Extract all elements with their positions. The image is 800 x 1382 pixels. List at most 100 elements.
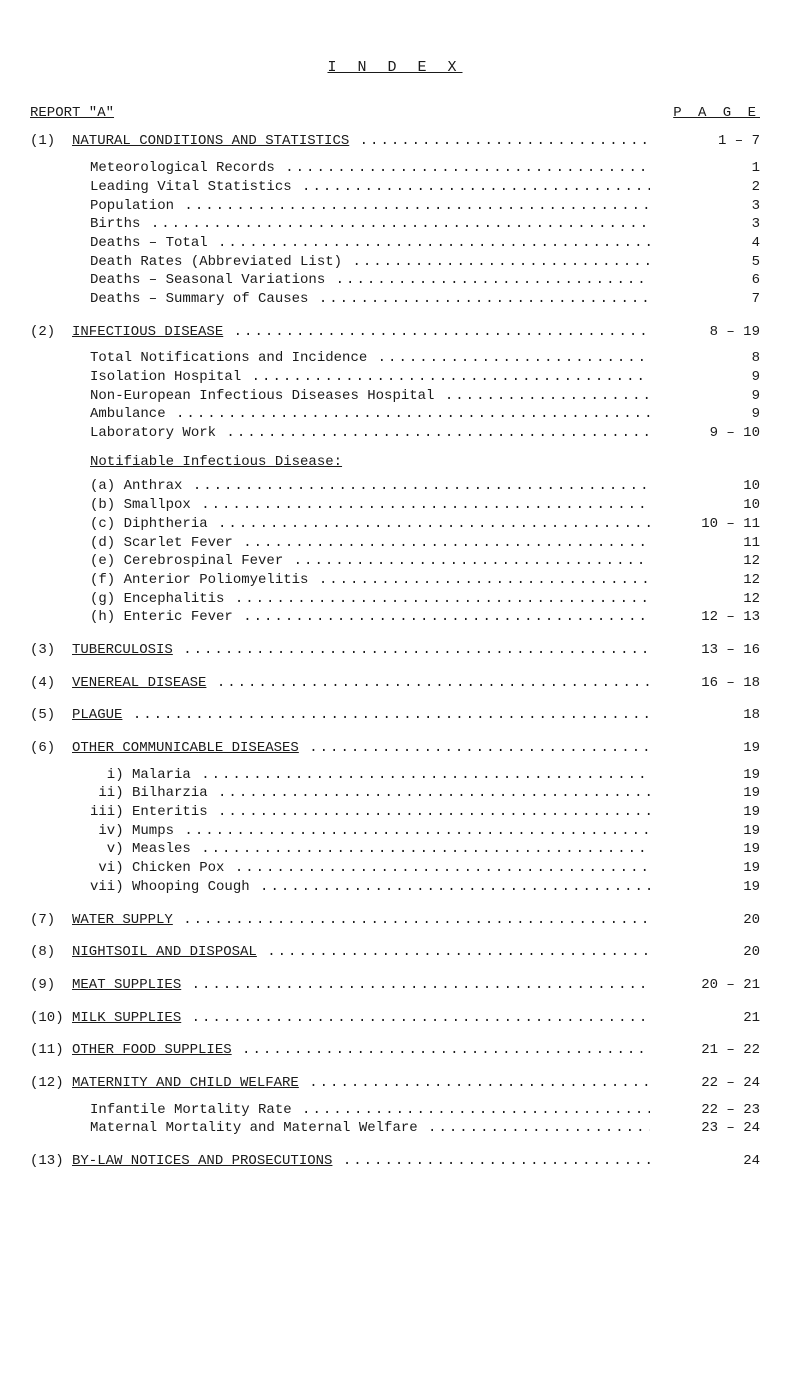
row-label-col: Leading Vital Statistics ...............… [72,180,650,195]
row-label: (a) Anthrax [90,479,182,494]
row-page: 9 [650,389,760,404]
spacer [30,694,760,708]
row-label: VENEREAL DISEASE [72,676,206,691]
index-row: Non-European Infectious Diseases Hospita… [30,389,760,404]
row-label: (f) Anterior Poliomyelitis [90,573,308,588]
leader-dots: ........................................… [174,824,650,839]
leader-dots: ........................................… [140,217,650,232]
row-label: WATER SUPPLY [72,913,173,928]
row-label-col: iii) Enteritis .........................… [72,805,650,820]
row-page: 20 [650,945,760,960]
row-page: 22 – 24 [650,1076,760,1091]
index-row: (e) Cerebrospinal Fever ................… [30,554,760,569]
row-label-col: NIGHTSOIL AND DISPOSAL .................… [72,945,650,960]
leader-dots: ........................................… [181,1011,650,1026]
row-label-col: Meteorological Records .................… [72,161,650,176]
row-label: BY-LAW NOTICES AND PROSECUTIONS [72,1154,332,1169]
index-row: (5)PLAGUE ..............................… [30,708,760,723]
index-row: (10)MILK SUPPLIES ......................… [30,1011,760,1026]
row-label-col: vi) Chicken Pox ........................… [72,861,650,876]
row-label: (b) Smallpox [90,498,191,513]
index-row: i) Malaria .............................… [30,768,760,783]
spacer [30,445,760,455]
leader-dots: ........................................… [232,1043,650,1058]
row-label-col: VENEREAL DISEASE .......................… [72,676,650,691]
row-label: (g) Encephalitis [90,592,224,607]
row-page: 19 [650,824,760,839]
row-label-col: (e) Cerebrospinal Fever ................… [72,554,650,569]
row-page: 19 [650,741,760,756]
row-number: (13) [30,1154,72,1169]
spacer [30,1140,760,1154]
row-label-col: NATURAL CONDITIONS AND STATISTICS ......… [72,134,650,149]
row-label-col: OTHER COMMUNICABLE DISEASES ............… [72,741,650,756]
leader-dots: ................................ [342,255,650,270]
spacer [30,662,760,676]
row-number: (5) [30,708,72,723]
row-label: NIGHTSOIL AND DISPOSAL [72,945,257,960]
row-number: (4) [30,676,72,691]
row-page: 8 – 19 [650,325,760,340]
row-label: MILK SUPPLIES [72,1011,181,1026]
index-row: (12)MATERNITY AND CHILD WELFARE ........… [30,1076,760,1091]
row-label: Population [90,199,174,214]
spacer [30,153,760,161]
index-row: iii) Enteritis .........................… [30,805,760,820]
row-label: OTHER COMMUNICABLE DISEASES [72,741,299,756]
leader-dots: ............................. [349,134,650,149]
row-label: Infantile Mortality Rate [90,1103,292,1118]
row-number: (1) [30,134,72,149]
index-row: iv) Mumps ..............................… [30,824,760,839]
row-label-col: TUBERCULOSIS ...........................… [72,643,650,658]
row-label-col: Deaths – Total .........................… [72,236,650,251]
leader-dots: ........................................… [224,861,650,876]
spacer [30,997,760,1011]
leader-dots: ........................................… [208,786,650,801]
row-page: 20 [650,913,760,928]
row-page: 6 [650,273,760,288]
row-label: v) Measles [90,842,191,857]
row-number: (6) [30,741,72,756]
row-page: 5 [650,255,760,270]
index-row: Births .................................… [30,217,760,232]
row-page: 10 – 11 [650,517,760,532]
row-label: Total Notifications and Incidence [90,351,367,366]
index-row: (6)OTHER COMMUNICABLE DISEASES .........… [30,741,760,756]
row-label-col: WATER SUPPLY ...........................… [72,913,650,928]
leader-dots: ........................................… [224,592,650,607]
index-row: Deaths – Total .........................… [30,236,760,251]
report-label: REPORT "A" [30,106,114,121]
row-label: OTHER FOOD SUPPLIES [72,1043,232,1058]
leader-dots: ..................................... [283,554,650,569]
spacer [30,629,760,643]
row-number: (8) [30,945,72,960]
row-label-col: MEAT SUPPLIES ..........................… [72,978,650,993]
leader-dots: ........................................… [223,325,650,340]
leader-dots: ........................................… [166,407,650,422]
row-label-col: Infantile Mortality Rate ...............… [72,1103,650,1118]
leader-dots: ................................. [325,273,650,288]
index-row: (4)VENEREAL DISEASE ....................… [30,676,760,691]
row-label-col: Deaths – Summary of Causes .............… [72,292,650,307]
leader-dots: ........................................… [191,498,650,513]
page-title: I N D E X [30,60,760,76]
row-label-col: (c) Diphtheria .........................… [72,517,650,532]
row-page: 10 [650,479,760,494]
index-row: (8)NIGHTSOIL AND DISPOSAL ..............… [30,945,760,960]
leader-dots: ...................................... [257,945,650,960]
row-label: vi) Chicken Pox [90,861,224,876]
row-page: 11 [650,536,760,551]
row-label: (d) Scarlet Fever [90,536,233,551]
index-row: Total Notifications and Incidence ......… [30,351,760,366]
row-label: iv) Mumps [90,824,174,839]
leader-dots: ........................................… [233,536,650,551]
row-label: ii) Bilharzia [90,786,208,801]
row-page: 10 [650,498,760,513]
spacer [30,311,760,325]
row-label-col: (b) Smallpox ...........................… [72,498,650,513]
index-row: vi) Chicken Pox ........................… [30,861,760,876]
row-label: Deaths – Seasonal Variations [90,273,325,288]
row-label-col: Births .................................… [72,217,650,232]
leader-dots: ..................................... [292,1103,650,1118]
row-page: 19 [650,880,760,895]
